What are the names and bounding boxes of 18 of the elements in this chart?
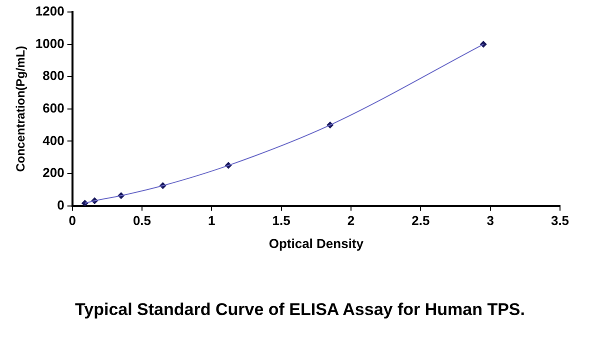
x-tick-label: 1 xyxy=(208,213,216,228)
y-tick-label: 600 xyxy=(42,100,64,116)
y-tick-label: 400 xyxy=(42,132,64,148)
x-tick-label: 0.5 xyxy=(132,213,152,228)
x-tick-label: 2 xyxy=(347,213,355,228)
y-tick-label: 1200 xyxy=(35,4,64,19)
y-tick-label: 1000 xyxy=(35,36,64,51)
y-tick-label: 200 xyxy=(42,165,64,180)
x-axis-title: Optical Density xyxy=(268,236,364,251)
x-tick-label: 1.5 xyxy=(272,213,290,228)
y-tick-label: 0 xyxy=(57,197,64,212)
x-tick-label: 0 xyxy=(68,213,76,228)
text: Typical Standard Curve of ELISA Assay for Human TPS. xyxy=(74,300,526,320)
x-tick-label: 3.5 xyxy=(550,213,570,228)
x-tick-label: 3 xyxy=(486,213,494,228)
y-tick-label: 800 xyxy=(42,68,64,84)
x-tick-label: 2.5 xyxy=(412,213,430,228)
y-axis-title: Concentration(Pg/mL) xyxy=(14,46,28,172)
